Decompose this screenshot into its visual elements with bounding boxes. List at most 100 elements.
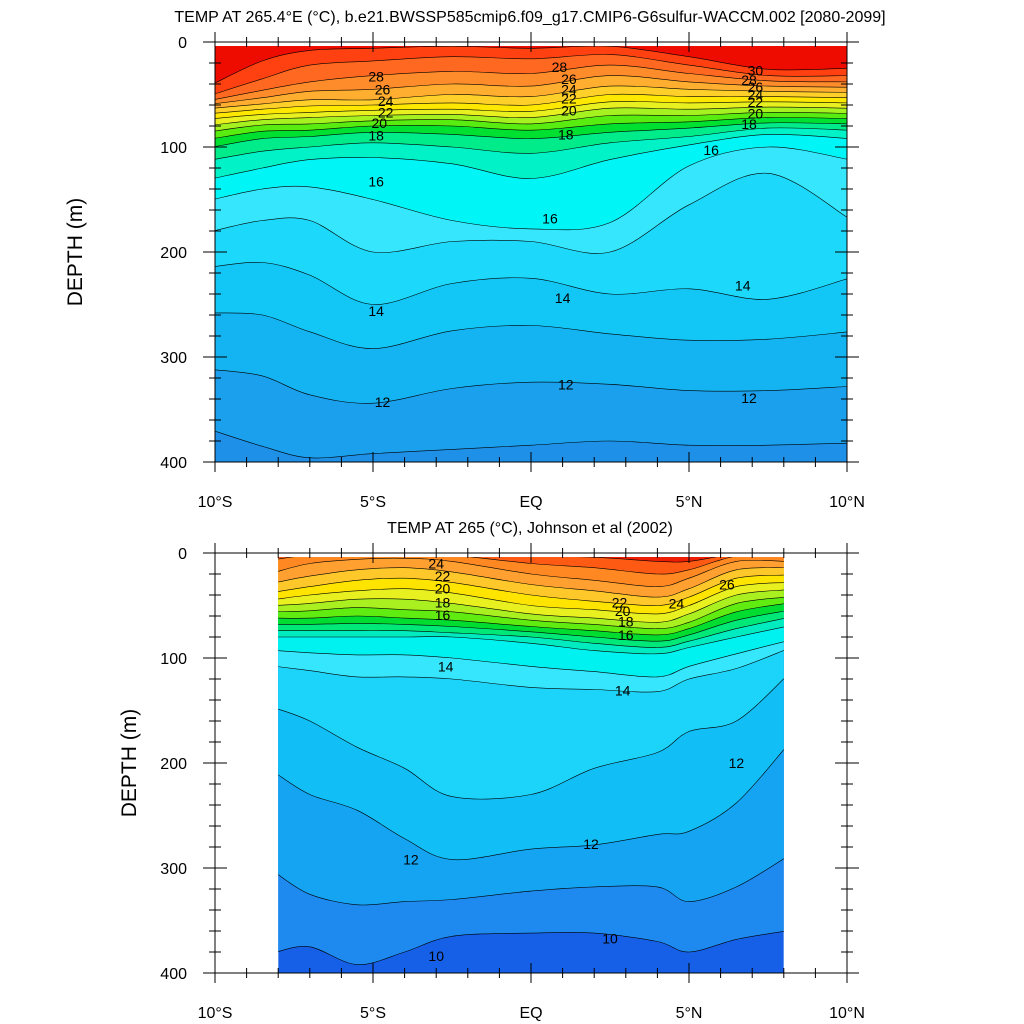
contour-line xyxy=(215,430,847,459)
contour-line xyxy=(215,312,847,349)
x-tick-label: 5°S xyxy=(360,494,386,511)
contour-label: 22 xyxy=(748,94,764,110)
contour-label: 16 xyxy=(618,627,634,643)
panel-title: TEMP AT 265.4°E (°C), b.e21.BWSSP585cmip… xyxy=(174,9,885,26)
contour-line xyxy=(278,610,784,642)
contour-line xyxy=(278,641,784,678)
y-tick-label: 300 xyxy=(160,861,187,878)
x-tick-label: EQ xyxy=(519,1005,542,1022)
y-tick-label: 0 xyxy=(178,546,187,563)
contour-label: 22 xyxy=(435,568,451,584)
contour-label: 28 xyxy=(741,72,757,88)
contour-line xyxy=(215,117,847,139)
y-axis-label: DEPTH (m) xyxy=(64,198,87,307)
contour-line xyxy=(215,122,847,147)
contour-line xyxy=(215,106,847,126)
y-tick-label: 300 xyxy=(160,350,187,367)
lower-panel: TEMP AT 265 (°C), Johnson et al (2002) D… xyxy=(118,520,865,1022)
contour-fills xyxy=(278,557,784,973)
contour-label: 18 xyxy=(558,126,574,142)
contour-label: 16 xyxy=(703,142,719,158)
x-tick-label: 10°N xyxy=(829,494,865,511)
contour-lines xyxy=(278,557,784,965)
contour-line xyxy=(278,567,784,598)
contour-label: 18 xyxy=(368,127,384,143)
band-fill xyxy=(215,46,847,94)
y-tick-label: 200 xyxy=(160,245,187,262)
contour-line xyxy=(278,931,784,965)
contour-line xyxy=(278,582,784,615)
contour-label: 16 xyxy=(542,210,558,226)
contour-label: 22 xyxy=(561,91,577,107)
y-tick-label: 400 xyxy=(160,455,187,472)
y-tick-label: 0 xyxy=(178,35,187,52)
contour-label: 12 xyxy=(375,394,391,410)
contour-line xyxy=(278,557,784,587)
contour-line xyxy=(215,46,847,84)
contour-label: 12 xyxy=(729,755,745,771)
contour-label: 10 xyxy=(428,948,444,964)
contour-line xyxy=(278,557,734,575)
contour-label: 14 xyxy=(555,290,571,306)
contour-line xyxy=(278,650,784,693)
contour-label: 14 xyxy=(615,683,631,699)
contour-label: 24 xyxy=(428,556,444,572)
contour-label: 18 xyxy=(435,594,451,610)
contour-label: 24 xyxy=(378,93,394,109)
contour-line xyxy=(278,589,784,623)
contour-line xyxy=(278,626,784,655)
x-tick-label: 10°S xyxy=(198,1005,233,1022)
contour-line xyxy=(215,85,847,109)
contour-label: 26 xyxy=(375,81,391,97)
contour-label: 20 xyxy=(748,105,764,121)
contour-line xyxy=(278,749,784,861)
contour-label: 20 xyxy=(372,115,388,131)
contour-label: 26 xyxy=(748,79,764,95)
plot-area: 24222018161422201816242614121212101010°S… xyxy=(160,543,865,1022)
contour-label: 10 xyxy=(602,930,618,946)
contour-label: 28 xyxy=(552,59,568,75)
band-fill xyxy=(588,557,716,563)
band-fill xyxy=(278,557,732,575)
contour-line xyxy=(215,93,847,114)
plot-area: 2826242220181628262422201830282624222018… xyxy=(160,32,865,511)
x-tick-label: 5°N xyxy=(676,1005,703,1022)
contour-line xyxy=(278,678,784,800)
upper-panel: TEMP AT 265.4°E (°C), b.e21.BWSSP585cmip… xyxy=(64,9,886,511)
contour-label: 24 xyxy=(748,87,764,103)
contour-line xyxy=(278,858,784,906)
contour-label: 28 xyxy=(368,69,384,85)
contour-line xyxy=(215,261,847,305)
panel-title: TEMP AT 265 (°C), Johnson et al (2002) xyxy=(387,520,673,537)
contour-label: 24 xyxy=(561,81,577,97)
contour-line xyxy=(215,369,847,404)
contour-line xyxy=(215,146,847,231)
contour-label: 22 xyxy=(612,594,628,610)
contour-label: 12 xyxy=(558,376,574,392)
x-tick-label: EQ xyxy=(519,494,542,511)
contour-label: 26 xyxy=(719,577,735,593)
contour-label: 20 xyxy=(435,581,451,597)
contour-label: 30 xyxy=(748,62,764,78)
contour-line xyxy=(215,101,847,119)
contour-label: 26 xyxy=(561,71,577,87)
contour-line xyxy=(576,557,718,563)
contour-line xyxy=(215,133,847,179)
contour-line xyxy=(215,172,847,254)
contour-label: 12 xyxy=(741,390,757,406)
y-tick-label: 100 xyxy=(160,651,187,668)
contour-label: 14 xyxy=(438,658,454,674)
x-tick-label: 5°N xyxy=(676,494,703,511)
contour-fills xyxy=(215,46,847,462)
contour-label: 14 xyxy=(735,278,751,294)
y-tick-label: 400 xyxy=(160,966,187,983)
contour-line xyxy=(278,574,784,606)
contour-line xyxy=(278,603,784,636)
x-tick-label: 10°N xyxy=(829,1005,865,1022)
band-fill xyxy=(215,46,847,84)
contour-line xyxy=(278,618,784,648)
contour-line xyxy=(215,112,847,132)
contour-label: 16 xyxy=(368,174,384,190)
contour-label: 22 xyxy=(378,104,394,120)
